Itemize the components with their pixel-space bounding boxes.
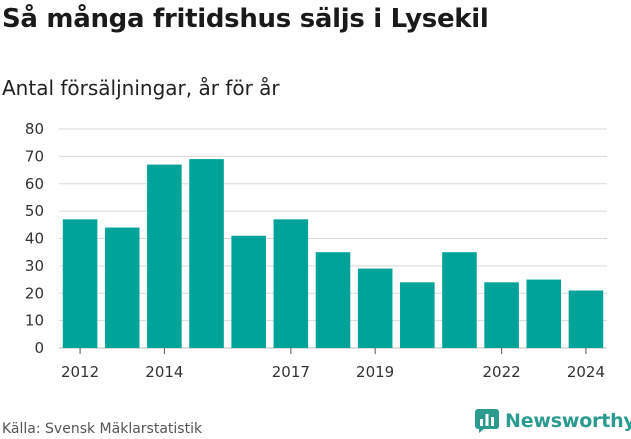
x-tick-label: 2024 <box>567 363 605 381</box>
bar-2013 <box>104 227 140 348</box>
bar-2022 <box>484 282 519 348</box>
y-tick-label: 50 <box>25 202 44 220</box>
x-tick-label: 2022 <box>483 363 521 381</box>
y-tick-label: 10 <box>25 312 44 330</box>
y-axis-ticks: 0 10 20 30 40 50 60 70 80 <box>25 120 44 357</box>
x-axis-ticks: 2012 2014 2017 2019 2022 2024 <box>61 348 605 381</box>
bar-2012 <box>62 219 98 348</box>
y-tick-label: 0 <box>34 339 44 357</box>
y-tick-label: 30 <box>25 257 44 275</box>
bar-2016 <box>231 235 266 348</box>
y-tick-label: 40 <box>25 230 44 248</box>
chart-subtitle: Antal försäljningar, år för år <box>2 76 280 100</box>
x-tick-label: 2012 <box>61 363 99 381</box>
y-tick-label: 60 <box>25 175 44 193</box>
bars <box>62 159 604 348</box>
bar-2017 <box>273 219 309 348</box>
bar-2018 <box>315 252 351 348</box>
bar-2020 <box>400 282 435 348</box>
x-tick-label: 2014 <box>145 363 183 381</box>
brand-name: Newsworthy <box>505 410 631 432</box>
chart-title: Så många fritidshus säljs i Lysekil <box>2 4 489 34</box>
x-tick-label: 2017 <box>272 363 310 381</box>
bar-2015 <box>189 159 224 348</box>
bar-2024 <box>568 290 604 348</box>
x-tick-label: 2019 <box>356 363 394 381</box>
source-note: Källa: Svensk Mäklarstatistik <box>2 421 203 437</box>
bar-2019 <box>357 268 393 348</box>
y-tick-label: 80 <box>25 120 44 138</box>
bar-chart-logo-icon <box>475 409 499 433</box>
bar-2014 <box>147 164 182 348</box>
bar-2021 <box>442 252 477 348</box>
bar-2023 <box>526 279 562 348</box>
y-tick-label: 20 <box>25 284 44 302</box>
y-tick-label: 70 <box>25 147 44 165</box>
brand-logo: Newsworthy <box>475 409 631 433</box>
